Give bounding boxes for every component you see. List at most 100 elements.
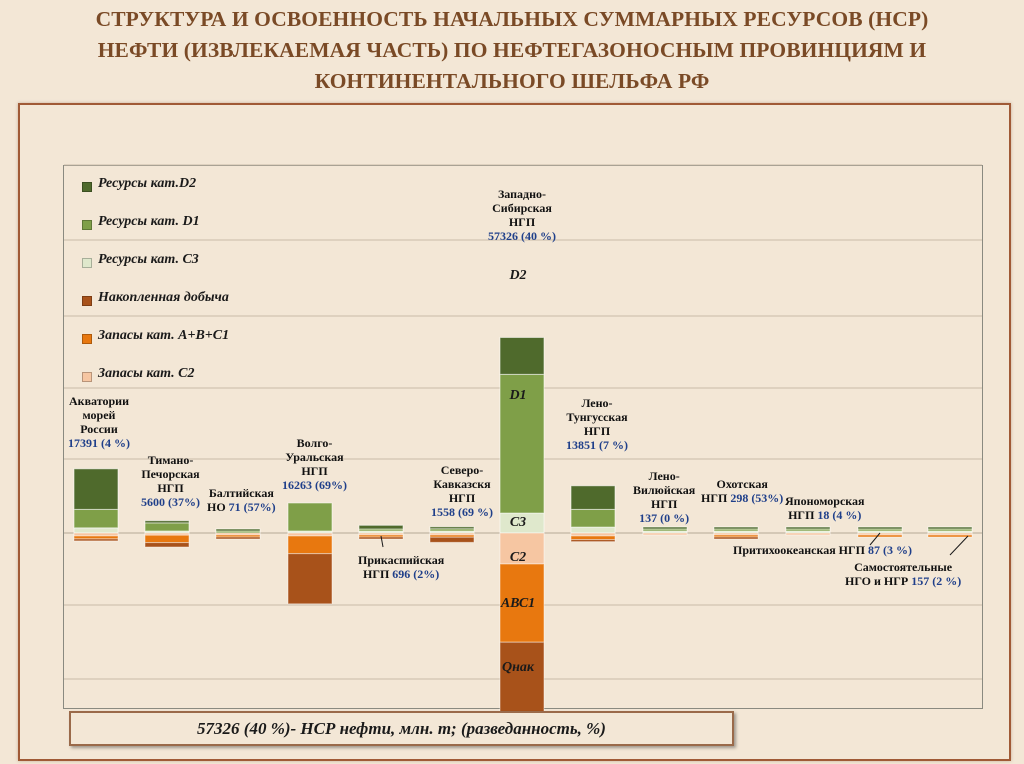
- province-name-line: Прикаспийская: [358, 553, 445, 567]
- province-value: 18 (4 %): [817, 508, 862, 522]
- province-name-line: Япономорская: [785, 494, 865, 508]
- bar-segment-abc1: [857, 534, 903, 538]
- chart-title: СТРУКТУРА И ОСВОЕННОСТЬ НАЧАЛЬНЫХ СУММАР…: [0, 4, 1024, 97]
- bar-segment-abc1: [144, 534, 190, 544]
- legend-item-qnak: Накопленная добыча: [82, 290, 229, 328]
- bar-segment-qnak: [287, 553, 333, 605]
- province-name: НГП: [301, 464, 328, 478]
- bar-segment-c3: [73, 527, 119, 534]
- province-value: 137 (0 %): [639, 511, 690, 525]
- bar-segment-abc1: [287, 535, 333, 555]
- province-name: НГП: [362, 567, 393, 581]
- bar-segment-qnak: [144, 542, 190, 548]
- province-bar: [429, 526, 475, 543]
- province-name-line: НГО и НГР 157 (2 %): [845, 574, 961, 588]
- bar-segment-c2: [785, 532, 831, 536]
- province-name-line: НГП 696 (2%): [358, 567, 444, 581]
- province-name-line: Кавказскя: [433, 477, 491, 491]
- bar-segment-qnak: [570, 539, 616, 543]
- bar-segment-d2: [927, 526, 973, 530]
- province-bar: [499, 336, 545, 726]
- bar-segment-d2: [713, 526, 759, 530]
- province-value: 87 (3 %): [867, 543, 912, 557]
- leader-line: [869, 532, 881, 546]
- province-name-line: Балтийская: [208, 486, 274, 500]
- legend-label-d2: Ресурсы кат.D2: [98, 176, 197, 191]
- province-label: Балтийская НО 71 (57%): [207, 486, 276, 514]
- province-name-line: НГП: [282, 464, 347, 478]
- province-name-line: Охотская: [716, 477, 768, 491]
- bar-segment-d1: [570, 508, 616, 528]
- legend-item-abc1: Запасы кат. А+В+С1: [82, 328, 229, 366]
- province-value: 71 (57%): [228, 500, 276, 514]
- province-name-line: НГП: [141, 481, 200, 495]
- province-value-line: 5600 (37%): [141, 495, 200, 509]
- legend-item-c3: Ресурсы кат. С3: [82, 252, 229, 290]
- province-name-line: Северо-: [440, 463, 484, 477]
- province-value-line: 13851 (7 %): [566, 438, 628, 452]
- province-name: НГП: [701, 491, 731, 505]
- province-name-line: Печорская: [141, 467, 200, 481]
- bar-segment-qnak: [73, 538, 119, 542]
- province-name-line: Сибирская: [492, 201, 552, 215]
- province-bar: [642, 526, 688, 536]
- bar-segment-d2: [857, 526, 903, 530]
- province-name-line: НГП 18 (4 %): [785, 508, 865, 522]
- title-line-3: КОНТИНЕНТАЛЬНОГО ШЕЛЬФА РФ: [314, 69, 710, 93]
- province-name-line: НГП: [488, 215, 556, 229]
- bar-segment-d1: [287, 502, 333, 532]
- bar-segment-c3: [570, 526, 616, 534]
- bar-segment-qnak: [713, 536, 759, 540]
- segment-label-c2: С2: [509, 550, 527, 565]
- province-name-line: Лено-: [648, 469, 680, 483]
- province-name: НГП: [788, 508, 818, 522]
- province-name: НГО и НГР: [845, 574, 912, 588]
- province-name-line: Тимано-: [147, 453, 194, 467]
- province-value: 13851 (7 %): [566, 438, 628, 452]
- legend-label-c3: Ресурсы кат. С3: [98, 252, 199, 267]
- segment-label-c3: С3: [509, 515, 527, 530]
- province-name: НГП: [157, 481, 184, 495]
- province-name-line: Вилюйская: [633, 483, 696, 497]
- province-bar: [785, 526, 831, 536]
- legend-item-d2: Ресурсы кат.D2: [82, 176, 229, 214]
- province-value: 1558 (69 %): [431, 505, 493, 519]
- legend-label-qnak: Накопленная добыча: [98, 290, 229, 305]
- province-bar: [144, 520, 190, 548]
- bar-segment-qnak: [215, 536, 261, 540]
- segment-label-d1: D1: [509, 388, 527, 403]
- legend-swatch-d1: [82, 220, 92, 230]
- province-label: Притихоокеанская НГП 87 (3 %): [733, 543, 912, 557]
- bar-segment-d1: [144, 522, 190, 532]
- province-label: Лено- Тунгусская НГП 13851 (7 %): [566, 396, 628, 452]
- legend-label-d1: Ресурсы кат. D1: [98, 214, 200, 229]
- province-name: России: [80, 422, 118, 436]
- province-name-line: Лено-: [581, 396, 613, 410]
- province-bar: [73, 468, 119, 542]
- bar-segment-c2: [499, 532, 545, 565]
- legend-item-d1: Ресурсы кат. D1: [82, 214, 229, 252]
- province-name-line: НГП: [431, 491, 493, 505]
- province-value: 696 (2%): [392, 567, 440, 581]
- legend-label-c2: Запасы кат. С2: [98, 366, 195, 381]
- bar-segment-d2: [73, 468, 119, 510]
- province-bar: [927, 526, 973, 538]
- legend-swatch-d2: [82, 182, 92, 192]
- segment-label-d2: D2: [509, 268, 527, 283]
- province-name-line: НГП: [566, 424, 628, 438]
- bar-segment-d2: [642, 526, 688, 530]
- province-name-line: России: [68, 422, 130, 436]
- province-value-line: 137 (0 %): [633, 511, 695, 525]
- legend-label-abc1: Запасы кат. А+В+С1: [98, 328, 230, 343]
- legend: Ресурсы кат.D2 Ресурсы кат. D1 Ресурсы к…: [82, 176, 229, 404]
- province-name-line: Тунгусская: [566, 410, 628, 424]
- bar-segment-d2: [429, 526, 475, 530]
- province-label: Тимано- Печорская НГП 5600 (37%): [141, 453, 200, 509]
- bar-segment-d2: [785, 526, 831, 530]
- bar-segment-d2: [358, 524, 404, 530]
- province-name-line: Акватории: [69, 394, 129, 408]
- province-name-line: НГП 298 (53%): [701, 491, 783, 505]
- province-name-line: Самостоятельные: [854, 560, 953, 574]
- province-name-line: морей: [82, 408, 116, 422]
